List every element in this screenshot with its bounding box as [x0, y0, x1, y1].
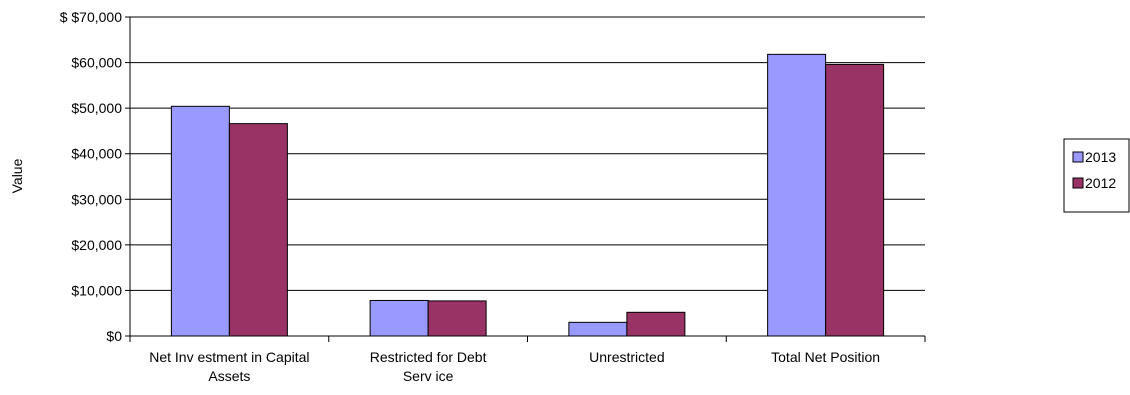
- x-category-label: Restricted for Debt Serv ice: [370, 349, 487, 384]
- x-category-label: Net Inv estment in Capital Assets: [149, 349, 309, 384]
- axes: [129, 17, 926, 342]
- bar-2013-1: [369, 299, 429, 337]
- y-tick-label: $60,000: [71, 55, 122, 71]
- x-category-label-line: Assets: [208, 368, 250, 384]
- y-tick-label: $50,000: [71, 100, 122, 116]
- y-tick-label: $40,000: [71, 146, 122, 162]
- bar-2012-3: [825, 63, 885, 337]
- legend: 2013 2012: [1063, 138, 1130, 213]
- x-category-label: Unrestricted: [589, 349, 664, 365]
- bar-2013-2: [568, 321, 628, 337]
- y-axis-title: Value: [9, 158, 25, 193]
- x-category-label-line: Unrestricted: [589, 349, 664, 365]
- bar-2012-2: [626, 311, 686, 337]
- bar-2012-1: [427, 300, 487, 337]
- bars: [170, 53, 885, 337]
- legend-swatch-2012: [1072, 177, 1084, 189]
- legend-label-2012: 2012: [1085, 175, 1116, 191]
- x-category-label: Total Net Position: [771, 349, 880, 365]
- x-category-label-line: Restricted for Debt: [370, 349, 487, 365]
- y-tick-label: $ $70,000: [60, 9, 122, 25]
- legend-label-2013: 2013: [1085, 149, 1116, 165]
- bar-2013-3: [767, 53, 827, 337]
- bar-2013-0: [170, 105, 230, 337]
- y-tick-label: $10,000: [71, 282, 122, 298]
- y-axis-ticks: $0 $10,000 $20,000 $30,000 $40,000 $50,000 $60…: [60, 9, 130, 344]
- x-axis-labels: Net Inv estment in Capital Assets Restrict…: [149, 349, 880, 384]
- x-category-label-line: Total Net Position: [771, 349, 880, 365]
- y-tick-label: $0: [106, 328, 122, 344]
- y-tick-label: $30,000: [71, 191, 122, 207]
- legend-box: [1063, 138, 1130, 213]
- legend-swatch-2013: [1072, 151, 1084, 163]
- bar-2012-0: [228, 123, 288, 337]
- x-category-label-line: Net Inv estment in Capital: [149, 349, 309, 365]
- x-category-label-line: Serv ice: [403, 368, 454, 384]
- y-tick-label: $20,000: [71, 237, 122, 253]
